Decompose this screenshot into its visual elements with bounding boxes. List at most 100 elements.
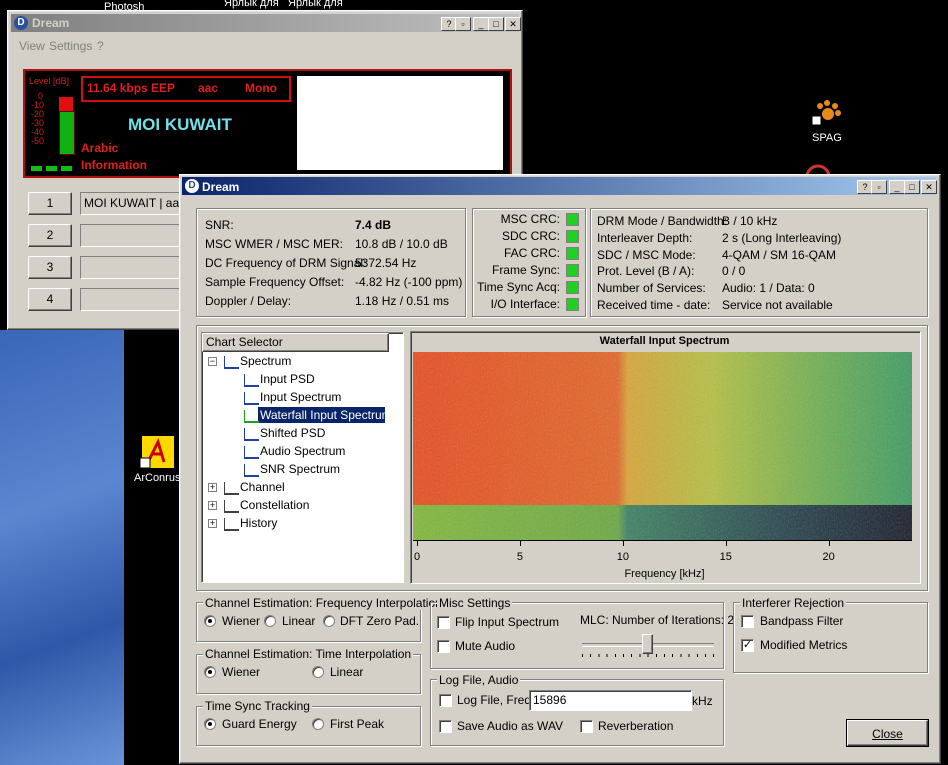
checkbox-label: Reverberation bbox=[598, 719, 674, 733]
slider-thumb[interactable] bbox=[642, 634, 653, 654]
radio[interactable] bbox=[312, 718, 324, 730]
title-bar bbox=[11, 14, 519, 32]
crc-led bbox=[566, 247, 579, 260]
radio[interactable] bbox=[323, 615, 335, 627]
tree-item[interactable]: Waterfall Input Spectrum bbox=[260, 408, 392, 422]
checkbox[interactable] bbox=[580, 720, 593, 733]
tree-item[interactable]: Spectrum bbox=[240, 354, 292, 368]
checkbox[interactable] bbox=[439, 720, 452, 733]
menu-item[interactable]: Settings bbox=[49, 39, 93, 53]
crc-label: Frame Sync: bbox=[491, 263, 560, 277]
level-tick-label: -20 bbox=[31, 109, 45, 119]
tree-expander[interactable]: + bbox=[208, 482, 217, 492]
close-button[interactable]: ✕ bbox=[505, 17, 521, 31]
crc-label: SDC CRC: bbox=[501, 229, 560, 243]
x-tick-label: 0 bbox=[413, 551, 421, 563]
maximize-button[interactable]: □ bbox=[488, 17, 504, 31]
desktop-icon-label[interactable]: SPAG bbox=[812, 132, 842, 144]
audio-mode: Mono bbox=[245, 81, 277, 95]
mode-label: SDC / MSC Mode: bbox=[597, 247, 696, 262]
restore-button[interactable]: ▫ bbox=[871, 180, 887, 194]
tree-item[interactable]: Channel bbox=[240, 480, 285, 494]
app-icon: D bbox=[14, 16, 28, 30]
status-value: -4.82 Hz (-100 ppm) bbox=[355, 275, 463, 289]
menu-item[interactable]: View bbox=[19, 39, 45, 53]
tree-icon bbox=[224, 482, 239, 495]
mode-label: Interleaver Depth: bbox=[597, 230, 693, 245]
tree-item[interactable]: Input Spectrum bbox=[260, 390, 342, 404]
service-button[interactable]: 3 bbox=[28, 256, 72, 279]
x-tick bbox=[828, 540, 830, 546]
radio[interactable] bbox=[204, 615, 216, 627]
level-tick-label: -50 bbox=[31, 136, 45, 146]
service-button[interactable]: 2 bbox=[28, 224, 72, 247]
station-name: MOI KUWAIT bbox=[128, 115, 232, 134]
status-label: DC Frequency of DRM Signal: bbox=[205, 256, 367, 270]
desktop-icon-label[interactable]: Ярлык для bbox=[288, 0, 343, 9]
tree-item[interactable]: History bbox=[240, 516, 278, 530]
level-tick-label: -30 bbox=[31, 118, 45, 128]
window-title: Dream bbox=[32, 16, 70, 30]
maximize-button[interactable]: □ bbox=[904, 180, 920, 194]
mode-value: 4-QAM / SM 16-QAM bbox=[722, 247, 837, 262]
radio-label: First Peak bbox=[330, 717, 385, 731]
group-title: Interferer Rejection bbox=[740, 596, 847, 610]
checkbox[interactable] bbox=[741, 615, 754, 628]
radio-label: Wiener bbox=[222, 614, 261, 628]
chart-group bbox=[196, 325, 928, 591]
crc-label: I/O Interface: bbox=[490, 297, 560, 311]
tree-icon bbox=[244, 446, 259, 459]
level-bar-green bbox=[59, 111, 75, 155]
language: Arabic bbox=[81, 141, 119, 155]
group-title: Channel Estimation: Frequency Interpolat… bbox=[203, 596, 444, 610]
tree-expander[interactable]: + bbox=[208, 500, 217, 510]
tree-item[interactable]: Constellation bbox=[240, 498, 310, 512]
frequency-input[interactable]: 15896 bbox=[529, 690, 692, 711]
desktop-icon[interactable] bbox=[804, 163, 832, 177]
radio[interactable] bbox=[204, 666, 216, 678]
crc-led bbox=[566, 281, 579, 294]
service-button[interactable]: 4 bbox=[28, 288, 72, 311]
crc-led bbox=[566, 213, 579, 226]
tree-icon bbox=[224, 518, 239, 531]
close-label[interactable]: Close bbox=[872, 727, 903, 741]
chart-selector bbox=[201, 332, 404, 583]
desktop-icon-label[interactable]: ArConrus bbox=[134, 472, 181, 484]
radio-label: Linear bbox=[330, 665, 364, 679]
close-dialog-button[interactable] bbox=[846, 719, 929, 747]
checkbox[interactable]: ✓ bbox=[741, 639, 754, 652]
tree-item[interactable]: Audio Spectrum bbox=[260, 444, 346, 458]
minimize-button[interactable]: _ bbox=[889, 180, 905, 194]
group-title: Log File, Audio bbox=[437, 673, 521, 687]
tree-item[interactable]: Shifted PSD bbox=[260, 426, 326, 440]
radio[interactable] bbox=[204, 718, 216, 730]
tree-item[interactable]: SNR Spectrum bbox=[260, 462, 341, 476]
tree-item[interactable]: Input PSD bbox=[260, 372, 315, 386]
radio[interactable] bbox=[312, 666, 324, 678]
led bbox=[61, 166, 72, 171]
radio[interactable] bbox=[264, 615, 276, 627]
misc-group bbox=[430, 602, 724, 669]
level-bar-red bbox=[59, 97, 73, 111]
chart-selector-header[interactable]: Chart Selector bbox=[202, 333, 389, 352]
checkbox[interactable] bbox=[439, 694, 452, 707]
restore-button[interactable]: ▫ bbox=[455, 17, 471, 31]
radio-label: DFT Zero Pad. bbox=[340, 614, 420, 628]
mlc-label: MLC: Number of Iterations: 2 bbox=[580, 613, 735, 627]
tree-expander[interactable]: − bbox=[208, 356, 217, 366]
spag-icon[interactable] bbox=[812, 98, 842, 128]
window-title: Dream bbox=[202, 180, 240, 194]
arconrus-icon[interactable] bbox=[140, 434, 176, 470]
desktop-icon-label[interactable]: Ярлык для bbox=[224, 0, 279, 9]
checkbox[interactable] bbox=[437, 640, 450, 653]
codec: aac bbox=[198, 81, 219, 95]
mode-label: Number of Services: bbox=[597, 281, 706, 296]
menu-item[interactable]: ? bbox=[97, 39, 104, 53]
tree-expander[interactable]: + bbox=[208, 518, 217, 528]
close-button[interactable]: ✕ bbox=[921, 180, 937, 194]
checkbox[interactable] bbox=[437, 616, 450, 629]
radio-label: Linear bbox=[282, 614, 316, 628]
service-button[interactable]: 1 bbox=[28, 192, 72, 215]
